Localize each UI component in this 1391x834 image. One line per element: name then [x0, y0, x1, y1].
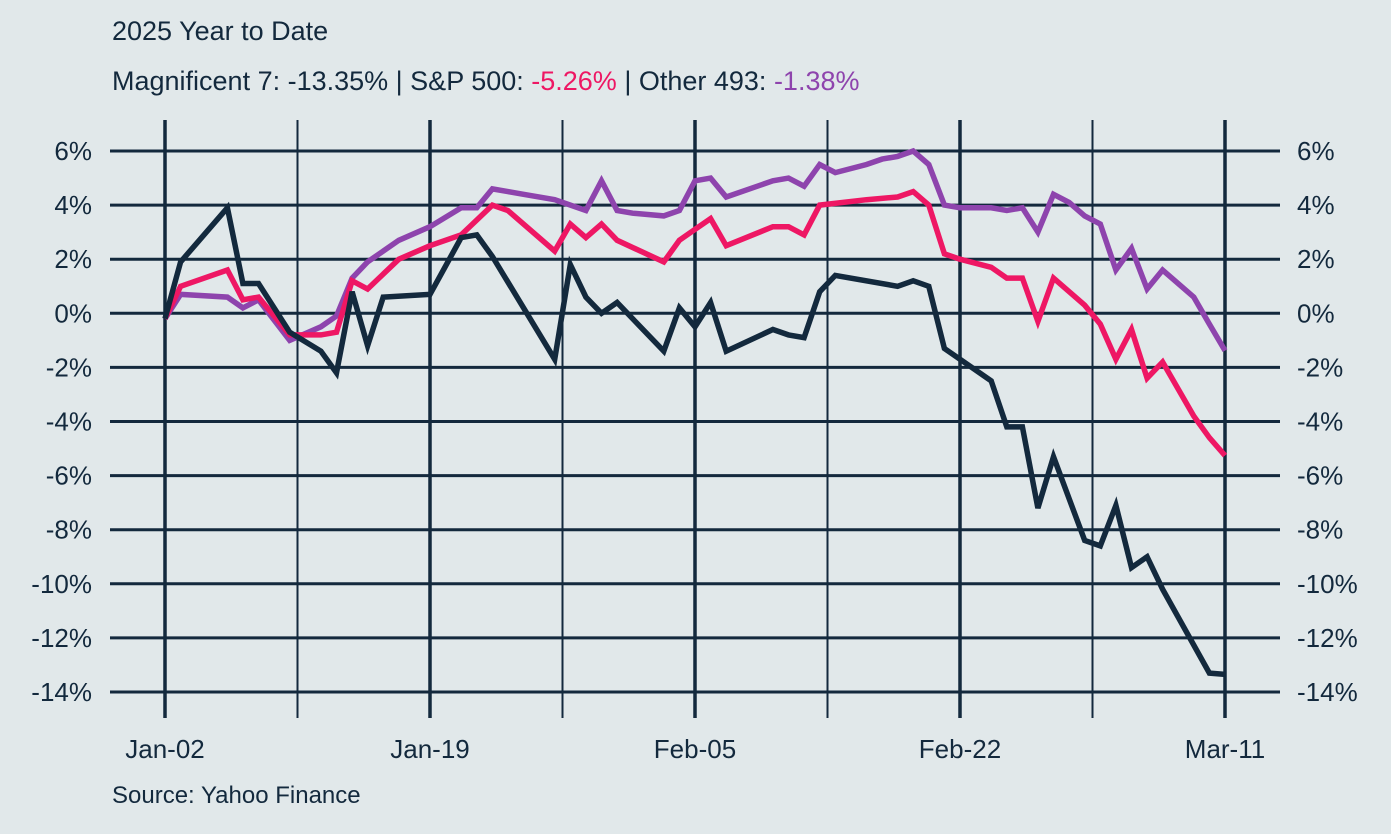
x-tick-label: Feb-05 [654, 734, 736, 764]
y-tick-label-right: -12% [1297, 623, 1358, 653]
y-axis-left-labels: 6% 4% 2% 0% -2% -4% -6% -8% -10% -12% -14% [31, 136, 92, 707]
subtitle-part-other493-value: -1.38% [773, 66, 860, 96]
source-note: Source: Yahoo Finance [112, 782, 361, 809]
x-tick-label: Mar-11 [1185, 734, 1265, 764]
y-tick-label-right: 6% [1297, 136, 1335, 166]
series-line-other-493 [162, 147, 1228, 352]
y-tick-label-right: -2% [1297, 352, 1343, 382]
subtitle-part-mag7: Magnificent 7: -13.35% | S&P 500: [112, 66, 532, 96]
chart-subtitle: Magnificent 7: -13.35% | S&P 500: -5.26%… [112, 66, 860, 97]
y-tick-label-right: -8% [1297, 515, 1343, 545]
y-tick-label-right: -10% [1297, 569, 1358, 599]
y-tick-label-left: -10% [31, 569, 92, 599]
y-tick-label-right: 4% [1297, 190, 1335, 220]
y-tick-label-left: -14% [31, 677, 92, 707]
y-tick-label-right: 0% [1297, 298, 1335, 328]
y-tick-label-right: -6% [1297, 461, 1343, 491]
subtitle-part-other493-label: | Other 493: [616, 66, 774, 96]
y-tick-label-left: 2% [54, 244, 92, 274]
vertical-gridlines [163, 120, 1227, 718]
y-tick-label-left: 0% [54, 298, 92, 328]
series-line-magnificent-7 [162, 201, 1226, 678]
y-tick-label-right: 2% [1297, 244, 1335, 274]
y-tick-label-left: 6% [54, 136, 92, 166]
x-tick-label: Feb-22 [919, 734, 1001, 764]
x-axis-labels: Jan-02 Jan-19 Feb-05 Feb-22 Mar-11 [125, 734, 1265, 764]
y-axis-right-labels: 6% 4% 2% 0% -2% -4% -6% -8% -10% -12% -14% [1297, 136, 1358, 707]
subtitle-part-sp500-value: -5.26% [531, 66, 617, 96]
series-lines [162, 147, 1228, 678]
y-tick-label-left: -8% [46, 515, 92, 545]
y-tick-label-right: -14% [1297, 677, 1358, 707]
x-tick-label: Jan-19 [390, 734, 470, 764]
y-tick-label-left: -12% [31, 623, 92, 653]
horizontal-gridlines [110, 149, 1280, 694]
y-tick-label-left: -2% [46, 352, 92, 382]
series-line-s-p-500 [162, 188, 1228, 458]
y-tick-label-left: -4% [46, 407, 92, 437]
chart-title: 2025 Year to Date [112, 16, 329, 46]
y-tick-label-left: -6% [46, 461, 92, 491]
y-tick-label-left: 4% [54, 190, 92, 220]
x-tick-label: Jan-02 [125, 734, 205, 764]
y-tick-label-right: -4% [1297, 407, 1343, 437]
